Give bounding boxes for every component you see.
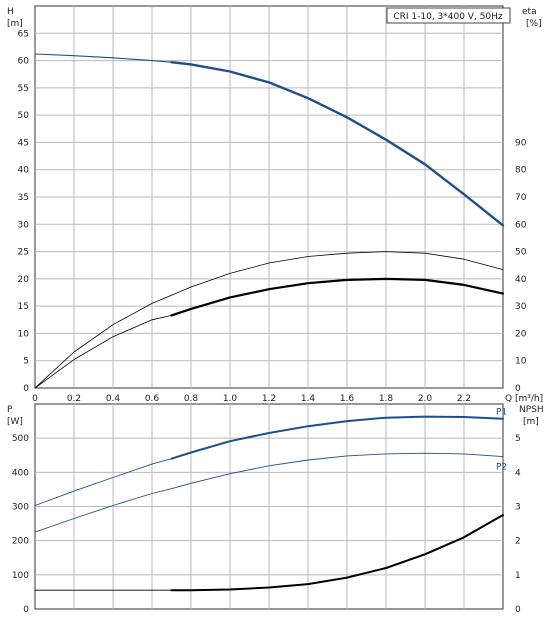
y-left-tick-label: 30	[18, 220, 30, 230]
x-tick-label: 0	[32, 394, 38, 404]
y-right-tick-label: 3	[515, 503, 521, 513]
series-line-operating	[170, 61, 505, 227]
y-left-tick-label: 35	[18, 193, 29, 203]
x-tick-label: 0.6	[145, 394, 160, 404]
x-tick-label: 1.2	[262, 394, 276, 404]
x-tick-label: 2.2	[457, 394, 471, 404]
y-right-tick-label: 60	[515, 220, 527, 230]
series-line-thin	[34, 315, 172, 389]
series-line-thin	[34, 458, 172, 506]
series-line-operating	[171, 251, 504, 296]
y-right-tick-label: 30	[515, 302, 527, 312]
series-line-thin	[34, 53, 172, 63]
y-right-tick-label: 1	[515, 571, 521, 581]
y-right-tick-label: 0	[515, 605, 521, 615]
y-left-tick-label: 40	[18, 166, 30, 176]
y-left-tick-label: 45	[18, 138, 29, 148]
y-right-tick-label: 5	[515, 434, 521, 444]
y-left-tick-label: 60	[18, 57, 30, 67]
y-right-axis-label: eta	[522, 7, 537, 17]
x-tick-label: 2.0	[418, 394, 433, 404]
y-right-axis-unit: [m]	[523, 417, 539, 427]
x-tick-label: 1.6	[340, 394, 355, 404]
series-label-p1: P1	[496, 408, 507, 418]
y-right-tick-label: 40	[515, 275, 527, 285]
y-left-axis-label: P	[7, 405, 13, 415]
series-line-thin	[34, 488, 172, 533]
x-tick-label: 0.2	[67, 394, 81, 404]
x-tick-label: 1.8	[379, 394, 394, 404]
y-left-tick-label: 100	[12, 571, 29, 581]
y-right-tick-label: 0	[515, 384, 521, 394]
y-right-axis-unit: [%]	[526, 19, 542, 29]
series-line-thin	[34, 294, 172, 389]
y-left-tick-label: 50	[18, 111, 30, 121]
series-line-operating	[170, 277, 505, 317]
series-label-p2: P2	[496, 463, 507, 473]
y-left-tick-label: 300	[12, 503, 29, 513]
y-left-tick-label: 400	[12, 468, 29, 478]
y-right-tick-label: 70	[515, 193, 527, 203]
y-right-axis-label: NPSH	[519, 405, 544, 415]
y-left-tick-label: 5	[23, 357, 29, 367]
x-tick-label: 1.4	[301, 394, 316, 404]
y-left-axis-unit: [W]	[7, 417, 23, 427]
x-tick-label: 0.8	[184, 394, 199, 404]
y-left-axis-unit: [m]	[7, 19, 23, 29]
y-right-tick-label: 50	[515, 248, 527, 258]
y-left-tick-label: 10	[18, 329, 30, 339]
y-left-tick-label: 25	[18, 248, 29, 258]
chart-title: CRI 1-10, 3*400 V, 50Hz	[393, 12, 503, 22]
y-left-tick-label: 500	[12, 434, 29, 444]
series-line-operating	[170, 415, 504, 460]
y-right-tick-label: 2	[515, 537, 521, 547]
y-left-axis-label: H	[7, 7, 14, 17]
y-right-tick-label: 10	[515, 357, 527, 367]
title-box	[386, 7, 511, 24]
y-left-tick-label: 0	[23, 605, 29, 615]
y-left-tick-label: 20	[18, 275, 30, 285]
y-left-tick-label: 65	[18, 29, 29, 39]
y-right-tick-label: 80	[515, 166, 527, 176]
y-left-tick-label: 15	[18, 302, 29, 312]
series-line-operating	[171, 452, 504, 490]
y-right-tick-label: 20	[515, 329, 527, 339]
y-left-tick-label: 55	[18, 84, 29, 94]
y-right-tick-label: 4	[515, 468, 521, 478]
y-left-tick-label: 200	[12, 537, 29, 547]
x-tick-label: 0.4	[106, 394, 121, 404]
y-left-tick-label: 0	[23, 384, 29, 394]
x-tick-label: 1.0	[223, 394, 238, 404]
series-line-operating	[170, 514, 504, 592]
x-axis-label: Q [m³/h]	[505, 394, 543, 404]
y-right-tick-label: 90	[515, 138, 527, 148]
